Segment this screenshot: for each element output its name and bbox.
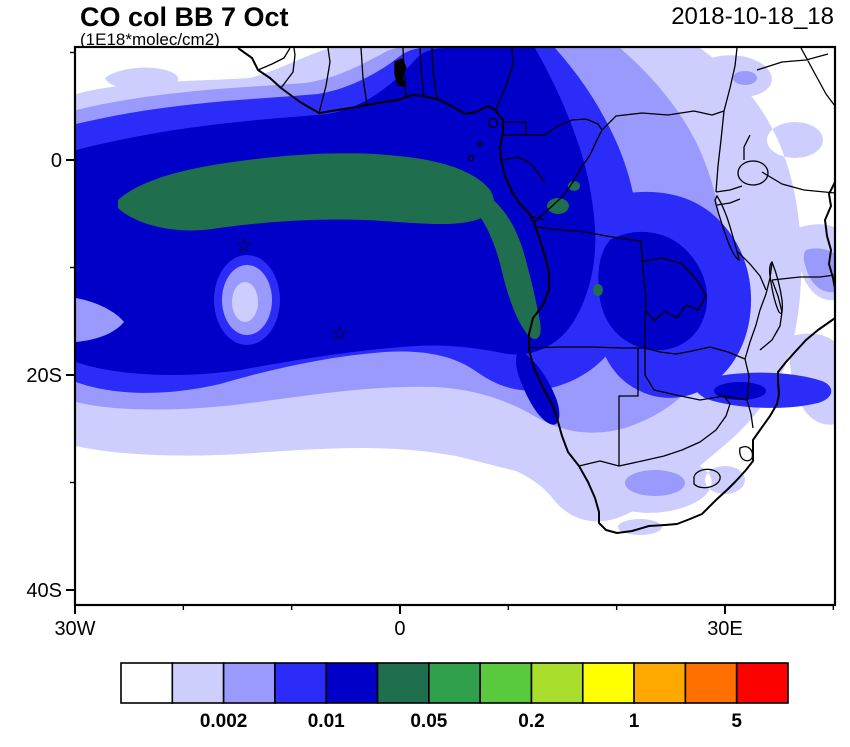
lake-malawi xyxy=(768,260,784,314)
colorbar-tick-label: 5 xyxy=(731,711,742,732)
x-tick-label: 30W xyxy=(54,618,95,640)
colorbar-cell xyxy=(735,662,789,704)
colorbar-tick-label: 0.2 xyxy=(518,711,544,732)
axis-tick-labels: 30W 0 30E 0 20S 40S xyxy=(26,150,742,640)
x-tick-label: 0 xyxy=(394,618,405,640)
colorbar-cell xyxy=(479,662,533,704)
colorbar-cell xyxy=(633,662,687,704)
plot-title: CO col BB 7 Oct xyxy=(80,2,289,32)
colorbar-cell xyxy=(222,662,276,704)
bioko-island xyxy=(487,117,499,129)
contour-level-0.05-maximum xyxy=(118,153,603,339)
colorbar-tick-label: 0.05 xyxy=(410,711,447,732)
y-tick-label: 40S xyxy=(26,580,62,602)
colorbar-cell xyxy=(120,662,174,704)
colorbar-cell xyxy=(376,662,430,704)
colorbar-cell xyxy=(325,662,379,704)
lakes-islands xyxy=(394,58,784,314)
local-minimum-oval xyxy=(76,255,280,345)
y-tick-label: 20S xyxy=(26,365,62,387)
colorbar-tick-label: 0.01 xyxy=(308,711,345,732)
plot-units-subtitle: (1E18*molec/cm2) xyxy=(80,30,220,49)
colorbar: 0.002 0.01 0.05 0.2 1 5 xyxy=(120,662,789,732)
lake-victoria xyxy=(737,160,769,186)
colorbar-cell xyxy=(274,662,328,704)
run-timestamp: 2018-10-18_18 xyxy=(671,3,834,30)
principe-island xyxy=(477,141,483,147)
lake-tanganyika xyxy=(714,194,740,262)
y-tick-label: 0 xyxy=(51,150,62,172)
star-marker: ☆ xyxy=(330,321,348,345)
x-tick-label: 30E xyxy=(707,618,743,640)
map-frame xyxy=(73,45,837,607)
coastline xyxy=(237,48,834,534)
colorbar-tick-label: 1 xyxy=(629,711,640,732)
axis-ticks xyxy=(66,51,835,614)
fire-location-markers: ☆☆ xyxy=(235,233,348,345)
colorbar-tick-label: 0.002 xyxy=(200,711,248,732)
contour-field xyxy=(76,48,834,604)
africa-coast xyxy=(237,48,834,534)
star-marker: ☆ xyxy=(235,233,253,257)
colorbar-cell xyxy=(428,662,481,704)
oval-core xyxy=(232,282,258,322)
colorbar-cell xyxy=(530,662,584,704)
lake-volta xyxy=(394,58,407,87)
colorbar-cell xyxy=(171,662,225,704)
colorbar-cell xyxy=(581,662,635,704)
left-edge-light-wedge xyxy=(76,298,124,342)
colorbar-cell xyxy=(684,662,738,704)
sao-tome-island xyxy=(467,154,475,162)
